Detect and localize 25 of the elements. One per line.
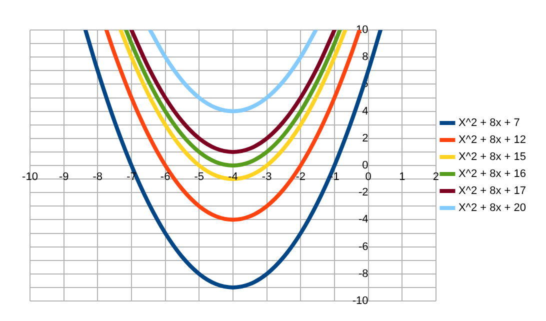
x-tick-label: -9 — [58, 171, 69, 184]
line-series — [148, 30, 318, 114]
legend-label: X^2 + 8x + 12 — [458, 134, 526, 146]
x-tick-label: -3 — [262, 171, 272, 184]
x-tick-label: -10 — [22, 171, 38, 184]
y-tick-label: -4 — [358, 214, 368, 226]
x-tick-label: -5 — [194, 171, 204, 184]
x-tick-label: -2 — [296, 171, 306, 184]
x-tick-label: 1 — [399, 171, 406, 184]
legend-label: X^2 + 8x + 15 — [458, 151, 526, 164]
legend-label: X^2 + 8x + 16 — [458, 168, 526, 180]
y-tick-label: 2 — [362, 132, 368, 144]
legend-label: X^2 + 8x + 17 — [458, 185, 526, 198]
y-tick-label: -10 — [352, 295, 368, 308]
y-tick-label: 0 — [362, 160, 368, 172]
legend-label: X^2 + 8x + 7 — [458, 117, 520, 130]
x-tick-label: 2 — [432, 171, 440, 184]
y-tick-label: 4 — [362, 105, 368, 118]
x-tick-label: -6 — [160, 171, 170, 184]
y-tick-label: -8 — [358, 268, 368, 280]
y-tick-label: -6 — [358, 240, 368, 253]
x-tick-label: -8 — [92, 171, 103, 184]
y-tick-label: -2 — [358, 186, 368, 199]
y-tick-label: 8 — [362, 51, 368, 64]
legend-label: X^2 + 8x + 20 — [458, 202, 526, 214]
